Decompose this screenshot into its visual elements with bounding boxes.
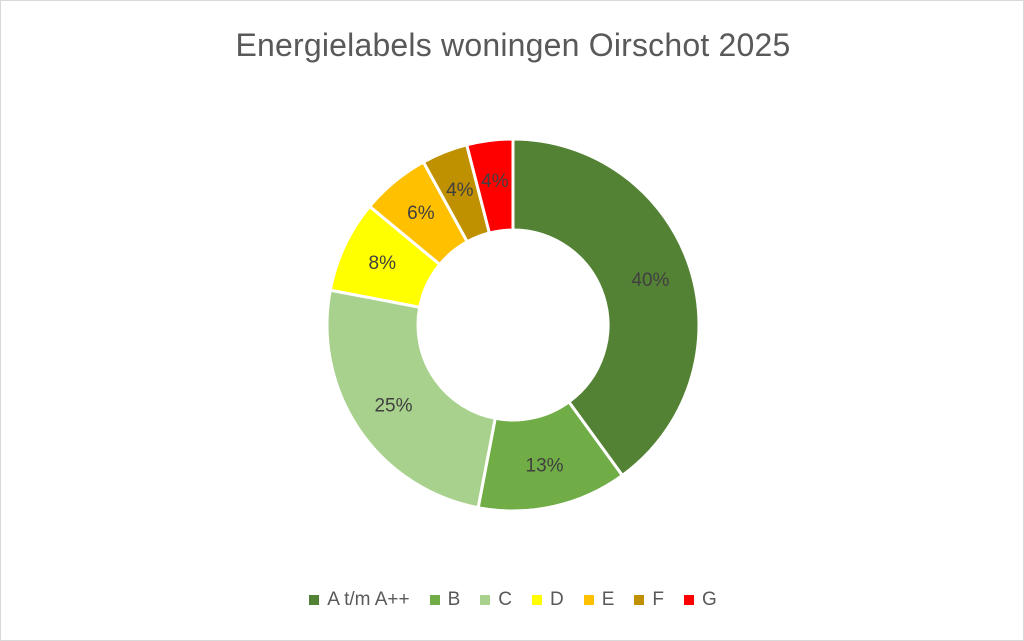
data-label-4: 8% (369, 253, 397, 274)
legend-item-2: B (429, 589, 461, 611)
data-label-7: 4% (481, 171, 509, 192)
legend-label: D (550, 589, 564, 610)
slice-7[interactable] (464, 137, 515, 235)
data-label-1: 40% (631, 270, 669, 291)
legend-label: C (498, 589, 512, 610)
legend: A t/m A++ B C D E F G (1, 588, 1024, 612)
data-label-6: 4% (446, 180, 474, 201)
slice-3[interactable] (325, 288, 497, 510)
legend-item-1: A t/m A++ (309, 589, 410, 611)
legend-label: A t/m A++ (327, 589, 410, 610)
legend-swatch (684, 595, 695, 605)
legend-label: G (702, 589, 717, 610)
legend-item-5: E (583, 589, 615, 611)
legend-swatch (583, 595, 594, 605)
data-label-5: 6% (407, 203, 435, 224)
legend-label: F (652, 589, 665, 610)
chart-title: Energielabels woningen Oirschot 2025 (235, 27, 791, 63)
data-label-3: 25% (374, 396, 412, 417)
legend-swatch (480, 595, 491, 605)
legend-item-3: C (480, 589, 512, 611)
legend-swatch (429, 595, 440, 605)
legend-item-4: D (532, 589, 564, 611)
slice-1[interactable] (511, 137, 701, 478)
legend-swatch (634, 595, 645, 605)
legend-label: E (601, 589, 615, 610)
legend-swatch (532, 595, 542, 605)
legend-item-6: F (634, 589, 664, 611)
legend-swatch (309, 595, 320, 605)
data-label-2: 13% (526, 456, 564, 477)
legend-label: B (447, 589, 461, 610)
legend-item-7: G (684, 589, 717, 611)
